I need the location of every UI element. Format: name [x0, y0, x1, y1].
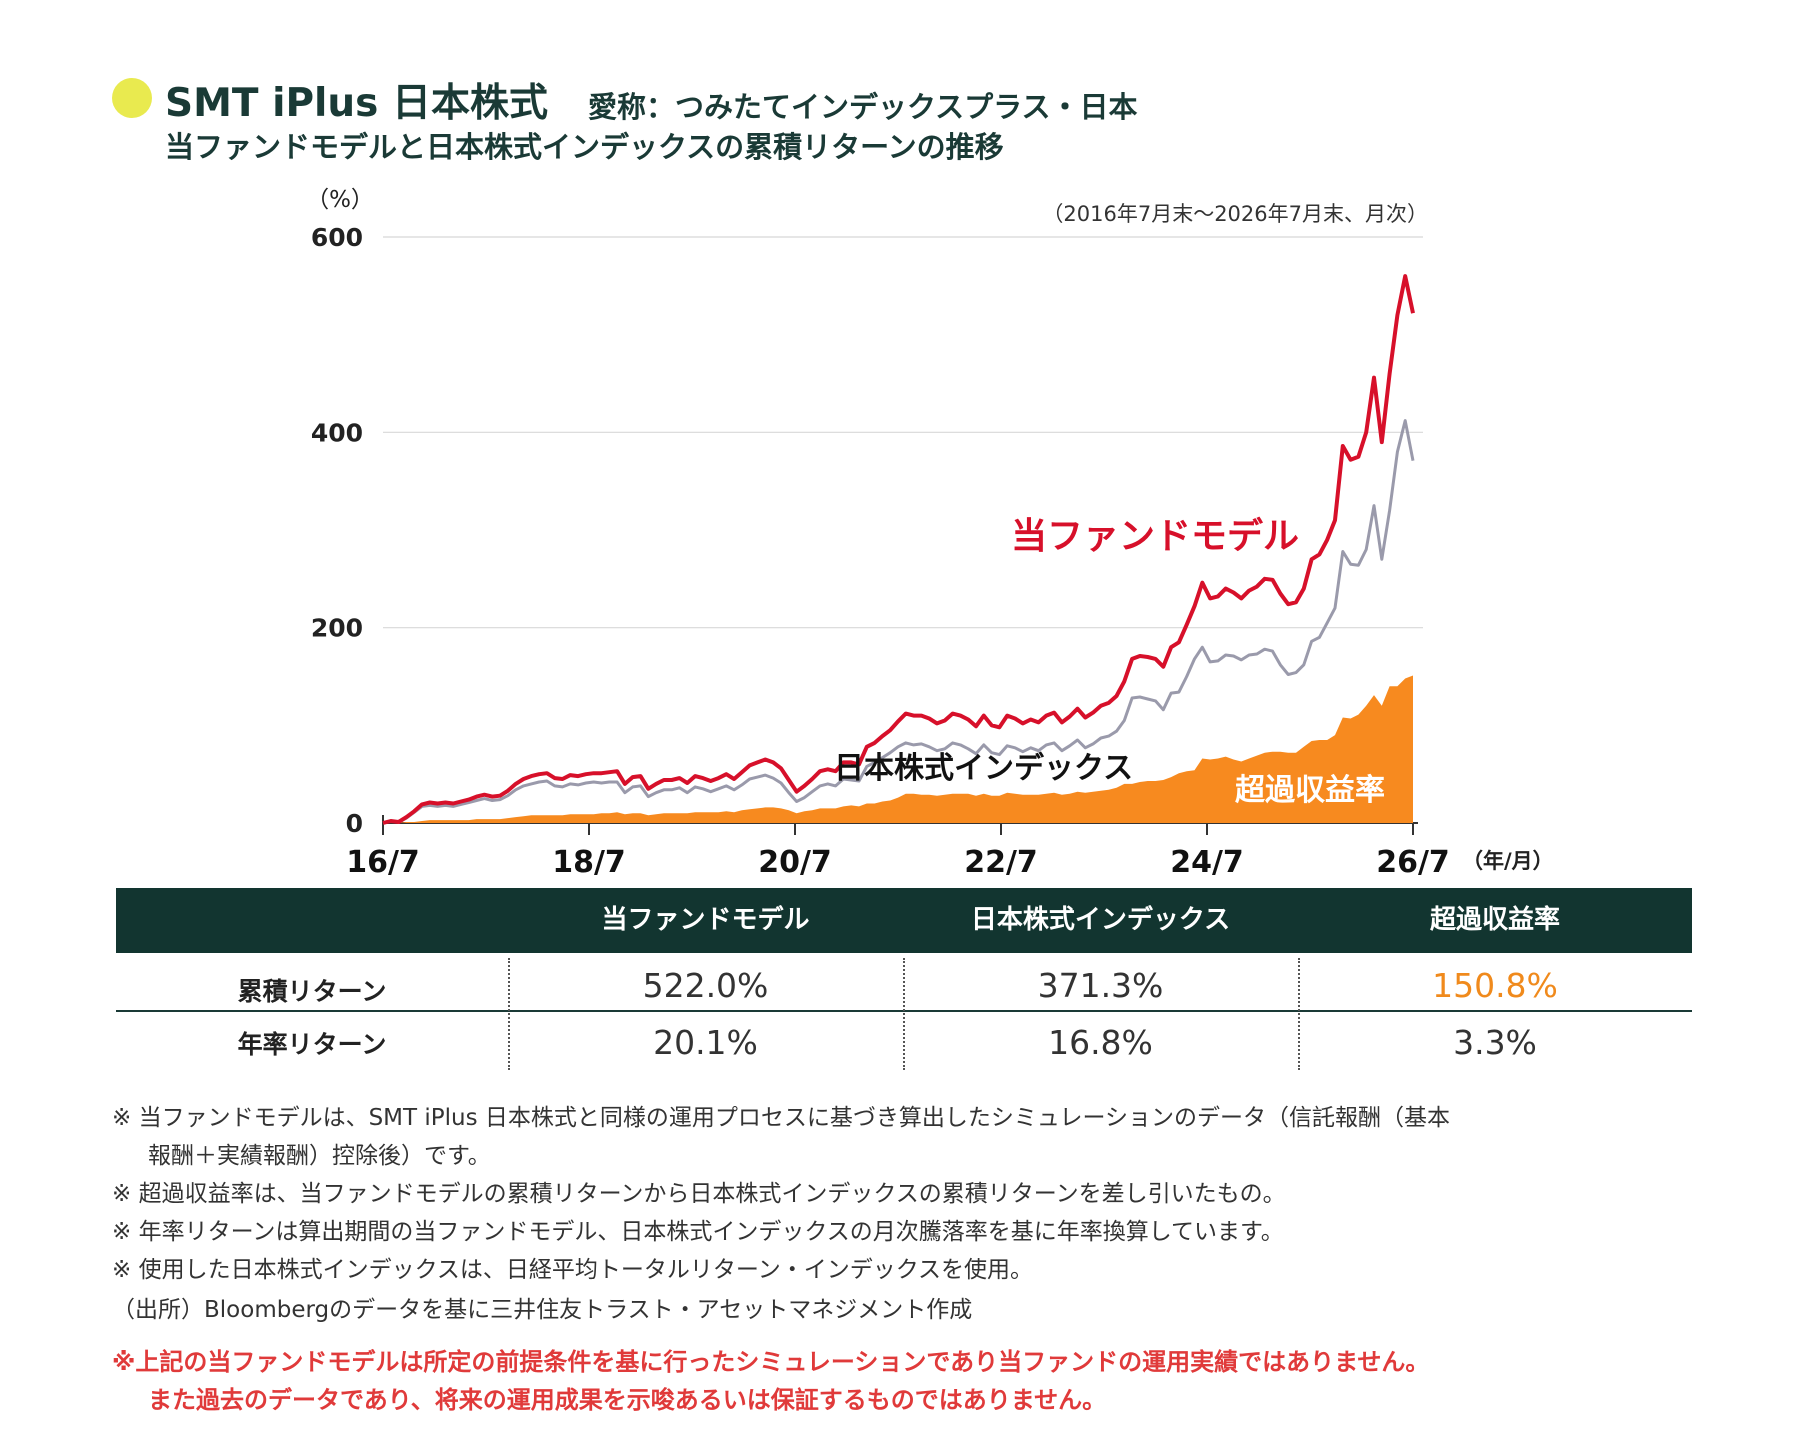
cell-index-cumulative: 371.3% — [1037, 966, 1164, 1005]
y-tick-label: 600 — [311, 223, 363, 252]
fund-series-label: 当ファンドモデル — [1011, 515, 1299, 557]
row-label: 累積リターン — [237, 977, 387, 1006]
gridlines — [383, 236, 1423, 629]
row-label: 年率リターン — [237, 1030, 387, 1059]
fund-nickname: 愛称：つみたてインデックスプラス・日本 — [588, 90, 1138, 124]
y-tick-label: 0 — [346, 809, 363, 838]
note-1: ※ 当ファンドモデルは、SMT iPlus 日本株式と同様の運用プロセスに基づき… — [112, 1105, 1450, 1131]
column-separator — [1298, 958, 1300, 1070]
cell-fund-annual: 20.1% — [653, 1023, 758, 1062]
chart-subtitle: 当ファンドモデルと日本株式インデックスの累積リターンの推移 — [165, 130, 1004, 164]
source-note: （出所）Bloombergのデータを基に三井住友トラスト・アセットマネジメント作… — [112, 1297, 973, 1323]
x-axis-unit: （年/月） — [1462, 849, 1554, 873]
x-tick-label: 20/7 — [758, 845, 832, 880]
note-1-cont: 報酬＋実績報酬）控除後）です。 — [148, 1143, 491, 1169]
column-separator — [903, 958, 905, 1070]
x-tick-label: 24/7 — [1170, 845, 1244, 880]
column-separator — [508, 958, 510, 1070]
title-bullet — [112, 78, 152, 118]
x-tick-label: 22/7 — [964, 845, 1038, 880]
fund-line — [382, 274, 1415, 825]
note-3: ※ 年率リターンは算出期間の当ファンドモデル、日本株式インデックスの月次騰落率を… — [112, 1219, 1284, 1245]
period-note: （2016年7月末〜2026年7月末、月次） — [1042, 202, 1428, 226]
table-col-index: 日本株式インデックス — [970, 905, 1231, 935]
disclaimer-1: ※上記の当ファンドモデルは所定の前提条件を基に行ったシミュレーションであり当ファ… — [112, 1348, 1430, 1376]
y-axis-unit: （%） — [306, 187, 374, 213]
plot-area — [382, 274, 1415, 825]
cumulative-return-chart: 0 200 400 600 （%） 16/7 18/7 20/7 22/7 24/7 26/7 （年… — [306, 187, 1554, 880]
index-line — [382, 419, 1415, 825]
cell-excess-annual: 3.3% — [1453, 1023, 1537, 1062]
x-tick-label: 26/7 — [1376, 845, 1450, 880]
table-row-cumulative: 累積リターン 522.0% 371.3% 150.8% — [116, 958, 1692, 1018]
excess-return-area — [383, 675, 1413, 823]
y-tick-label: 200 — [311, 614, 363, 643]
note-2: ※ 超過収益率は、当ファンドモデルの累積リターンから日本株式インデックスの累積リ… — [112, 1181, 1286, 1207]
y-axis: 0 200 400 600 （%） — [306, 187, 374, 838]
x-tick-label: 16/7 — [346, 845, 420, 880]
excess-series-label: 超過収益率 — [1235, 773, 1385, 808]
index-series-label: 日本株式インデックス — [834, 751, 1133, 786]
cell-index-annual: 16.8% — [1048, 1023, 1153, 1062]
table-col-fund: 当ファンドモデル — [601, 905, 810, 935]
table-row-annual: 年率リターン 20.1% 16.8% 3.3% — [116, 1015, 1692, 1075]
page-title: SMT iPlus 日本株式 — [165, 81, 548, 126]
table-col-excess: 超過収益率 — [1429, 905, 1560, 935]
table-header: 当ファンドモデル 日本株式インデックス 超過収益率 — [116, 888, 1692, 953]
cell-excess-cumulative: 150.8% — [1432, 966, 1558, 1005]
y-tick-label: 400 — [311, 418, 363, 447]
x-tick-label: 18/7 — [552, 845, 626, 880]
note-4: ※ 使用した日本株式インデックスは、日経平均トータルリターン・インデックスを使用… — [112, 1257, 1034, 1283]
cell-fund-cumulative: 522.0% — [642, 966, 769, 1005]
disclaimer-2: また過去のデータであり、将来の運用成果を示唆あるいは保証するものではありません。 — [148, 1386, 1107, 1414]
x-axis: 16/7 18/7 20/7 22/7 24/7 26/7 （年/月） — [346, 815, 1554, 880]
